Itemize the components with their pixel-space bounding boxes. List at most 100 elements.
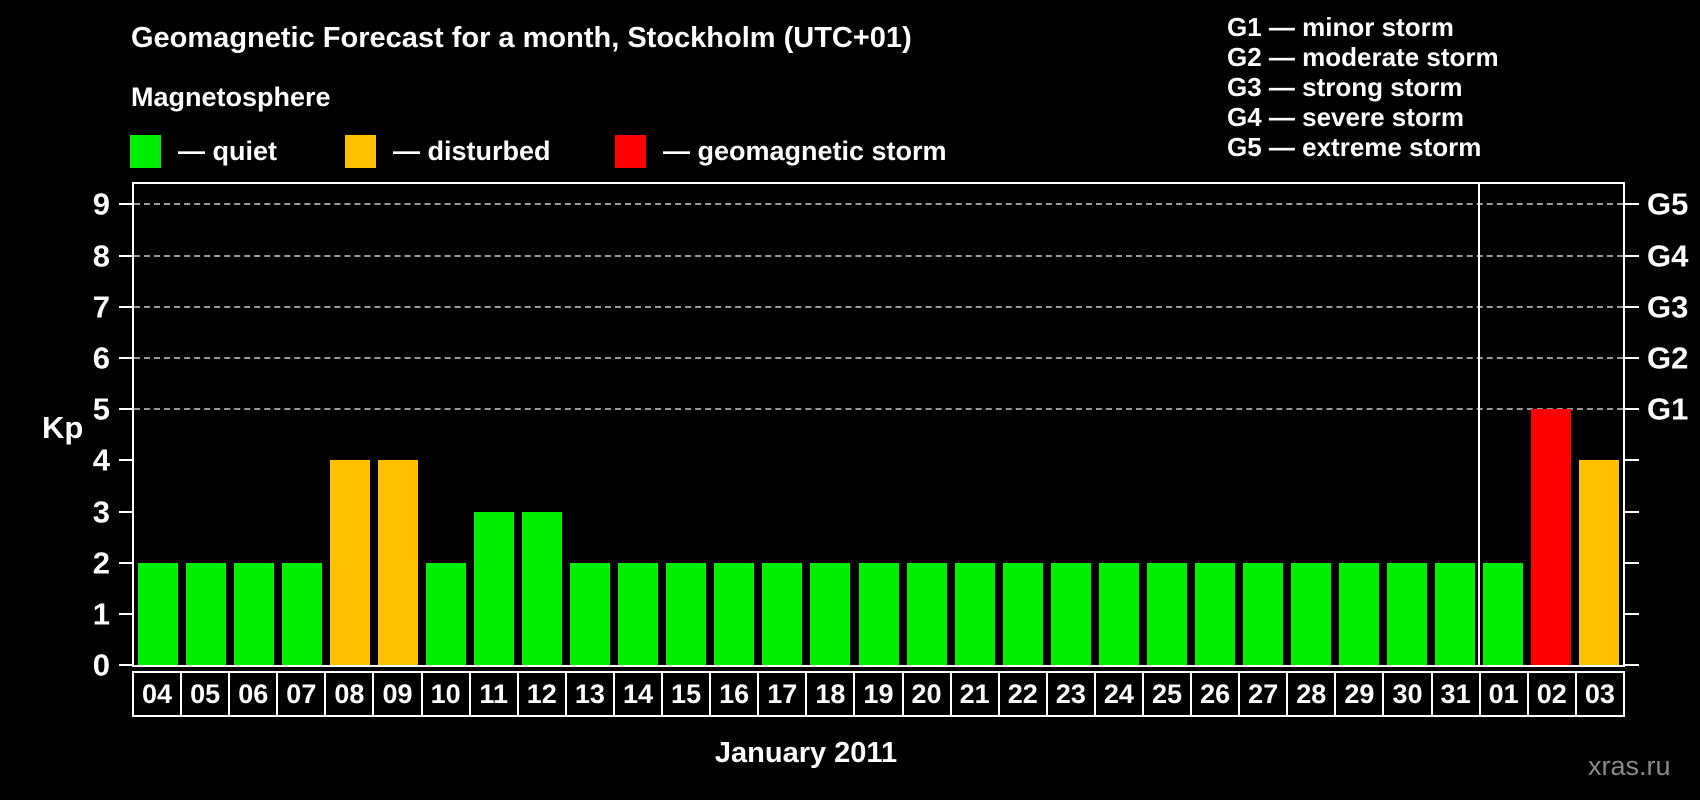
date-cell-05: 05	[180, 673, 228, 715]
date-cell-11: 11	[468, 673, 517, 715]
y-tick-right-4	[1625, 459, 1639, 462]
date-cell-09: 09	[372, 673, 420, 715]
date-axis-row: 04 05 06 07 08 09 10 11 12 13 14 15 16 17 18 19 20 21 22 23…	[132, 671, 1625, 717]
y-tick-left-1	[119, 612, 132, 615]
g2-legend-line: G2 — moderate storm	[1227, 42, 1499, 72]
gridline-kp9	[134, 203, 1623, 206]
kp-bar-03	[1578, 460, 1619, 665]
y-tick-left-2	[119, 561, 132, 564]
date-cell-01: 01	[1478, 673, 1527, 715]
kp-bar-09	[378, 460, 419, 665]
kp-bar-16	[714, 562, 755, 665]
date-cell-17: 17	[757, 673, 805, 715]
kp-bar-20	[906, 562, 947, 665]
gridline-kp5	[134, 408, 1623, 411]
date-cell-30: 30	[1382, 673, 1430, 715]
date-cell-25: 25	[1141, 673, 1190, 715]
y-tick-left-4	[119, 459, 132, 462]
y-tick-left-6	[119, 356, 132, 359]
g-axis-label-g1: G1	[1647, 391, 1689, 427]
date-cell-03: 03	[1574, 673, 1623, 715]
y-tick-label-1: 1	[92, 596, 110, 632]
kp-axis-title: Kp	[42, 410, 84, 445]
y-tick-right-6	[1625, 356, 1639, 359]
kp-bar-17	[762, 562, 803, 665]
g-axis-label-g2: G2	[1647, 340, 1689, 376]
g-axis-label-g4: G4	[1647, 238, 1689, 274]
date-cell-07: 07	[276, 673, 324, 715]
kp-bar-25	[1146, 562, 1187, 665]
date-cell-10: 10	[420, 673, 469, 715]
kp-bar-02	[1530, 409, 1571, 665]
watermark: xras.ru	[1588, 751, 1671, 781]
date-cell-04: 04	[142, 678, 173, 709]
kp-bar-15	[666, 562, 707, 665]
kp-bar-24	[1098, 562, 1139, 665]
legend-item-disturbed: — disturbed	[345, 134, 551, 168]
y-tick-label-2: 2	[92, 545, 110, 581]
date-cell-18: 18	[805, 673, 853, 715]
kp-bar-21	[954, 562, 995, 665]
y-tick-left-0	[119, 664, 132, 666]
y-tick-label-9: 9	[92, 186, 110, 222]
kp-bar-18	[810, 562, 851, 665]
date-cell-12: 12	[516, 673, 565, 715]
kp-bar-27	[1242, 562, 1283, 665]
y-tick-label-7: 7	[92, 289, 110, 325]
date-cell-06: 06	[228, 673, 276, 715]
date-cell-20: 20	[901, 673, 950, 715]
y-tick-label-3: 3	[92, 494, 110, 529]
y-tick-right-0	[1625, 664, 1639, 666]
date-cell-31: 31	[1430, 673, 1479, 715]
kp-bar-12	[522, 511, 563, 665]
kp-bar-19	[858, 562, 899, 665]
y-tick-label-6: 6	[92, 340, 110, 376]
y-tick-right-3	[1625, 510, 1639, 513]
date-cell-22: 22	[997, 673, 1046, 715]
g5-legend-line: G5 — extreme storm	[1227, 132, 1482, 162]
y-tick-left-9	[119, 203, 132, 206]
kp-bar-01	[1482, 562, 1523, 665]
y-tick-left-7	[119, 305, 132, 308]
quiet-label: — quiet	[178, 135, 277, 166]
date-cell-23: 23	[1045, 673, 1094, 715]
magnetosphere-label: Magnetosphere	[131, 82, 331, 112]
g3-legend-line: G3 — strong storm	[1227, 72, 1463, 102]
gridline-kp7	[134, 305, 1623, 308]
disturbed-label: — disturbed	[393, 135, 551, 166]
date-cell-15: 15	[661, 673, 709, 715]
g4-legend-line: G4 — severe storm	[1227, 102, 1465, 132]
kp-bar-04	[138, 562, 179, 665]
y-tick-right-2	[1625, 561, 1639, 564]
date-cell-19: 19	[853, 673, 901, 715]
date-cell-13: 13	[564, 673, 613, 715]
disturbed-swatch	[345, 134, 376, 168]
storm-label: — geomagnetic storm	[663, 135, 947, 166]
legend-item-storm: — geomagnetic storm	[615, 134, 947, 168]
date-cell-14: 14	[612, 673, 661, 715]
kp-bar-31	[1434, 562, 1475, 665]
y-tick-left-5	[119, 408, 132, 411]
y-tick-label-4: 4	[92, 442, 110, 478]
quiet-swatch	[130, 134, 161, 168]
y-tick-right-7	[1625, 305, 1639, 308]
kp-bar-28	[1290, 562, 1331, 665]
y-tick-left-8	[119, 254, 132, 257]
kp-bar-07	[282, 562, 323, 665]
date-cell-08: 08	[324, 673, 372, 715]
kp-bar-13	[570, 562, 611, 665]
g-axis-label-g5: G5	[1647, 186, 1689, 222]
plot-area: 0 1 2 3 4 5 6 7 8 9 G1 G2 G3 G4 G5	[93, 182, 1688, 681]
date-cell-26: 26	[1190, 673, 1238, 715]
y-tick-label-0: 0	[92, 647, 110, 683]
date-cell-29: 29	[1334, 673, 1382, 715]
kp-bar-29	[1338, 562, 1379, 665]
kp-bar-22	[1002, 562, 1043, 665]
y-tick-right-1	[1625, 612, 1639, 615]
y-tick-left-3	[119, 510, 132, 513]
kp-bar-08	[330, 460, 371, 665]
g1-legend-line: G1 — minor storm	[1227, 12, 1454, 42]
date-cell-24: 24	[1093, 673, 1142, 715]
kp-bar-26	[1194, 562, 1235, 665]
